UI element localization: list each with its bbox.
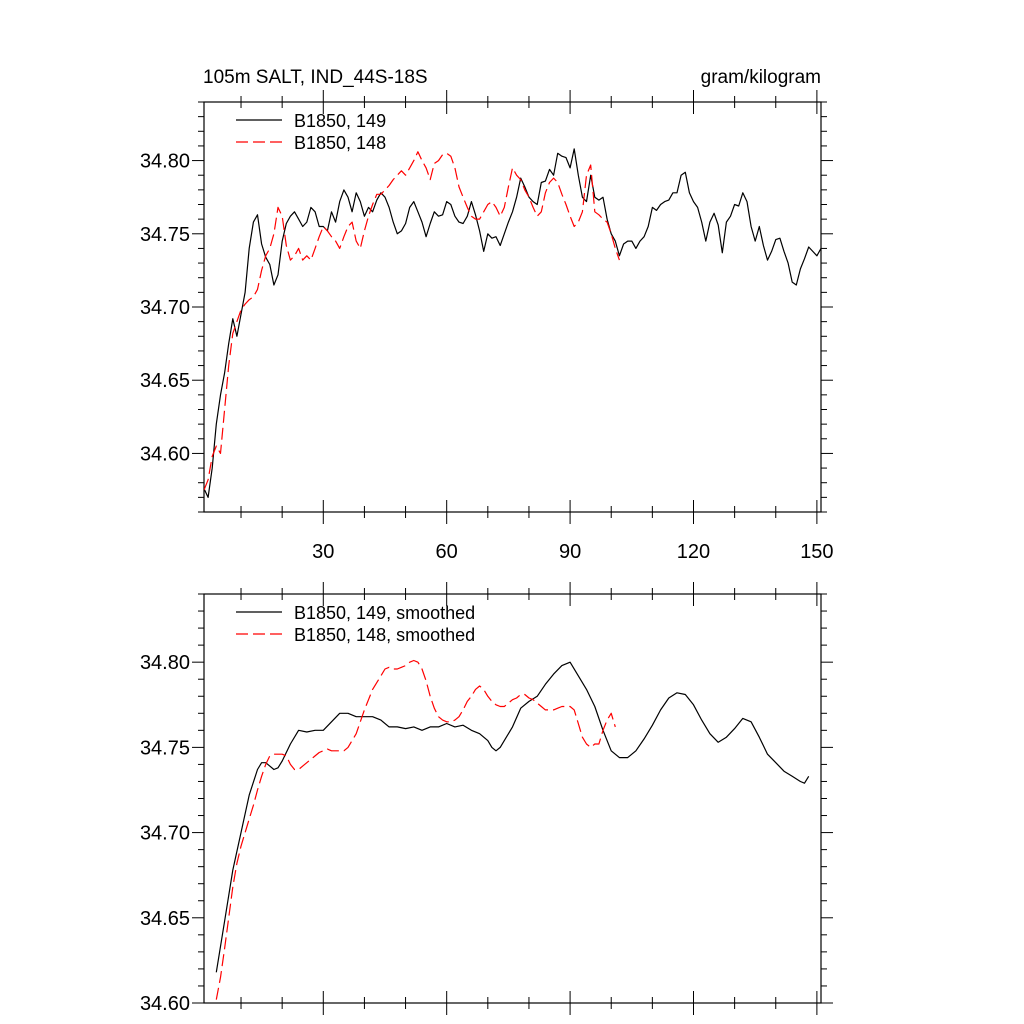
- y-tick-label: 34.60: [140, 993, 190, 1015]
- legend-label-2: B1850, 148, smoothed: [294, 625, 475, 645]
- y-tick-label: 34.75: [140, 737, 190, 759]
- y-tick-label: 34.70: [140, 297, 190, 319]
- x-tick-label: 30: [312, 541, 334, 563]
- series-line-2: [215, 659, 616, 1000]
- y-tick-label: 34.75: [140, 224, 190, 246]
- chart-title: 105m SALT, IND_44S-18S: [203, 67, 428, 88]
- legend-label-1: B1850, 149: [294, 111, 386, 131]
- y-tick-label: 34.60: [140, 443, 190, 465]
- series-line-1: [215, 661, 810, 973]
- x-tick-label: 120: [677, 541, 710, 563]
- bottom-panel: 34.60 34.65 34.70 34.75 34.80 B1850, 149, smo…: [140, 582, 833, 1015]
- top-panel: 34.60 34.65 34.70 34.75 34.80 30 60 90 120 150 B18…: [140, 90, 834, 563]
- units-label: gram/kilogram: [701, 67, 821, 88]
- series-line-1: [204, 148, 821, 498]
- x-tick-label: 90: [559, 541, 581, 563]
- y-tick-label: 34.65: [140, 908, 190, 930]
- plot-frame: [203, 101, 822, 513]
- y-tick-label: 34.80: [140, 151, 190, 173]
- legend-label-1: B1850, 149, smoothed: [294, 603, 475, 623]
- y-tick-label: 34.65: [140, 370, 190, 392]
- plot-frame: [203, 593, 822, 1004]
- y-tick-label: 34.80: [140, 652, 190, 674]
- y-tick-label: 34.70: [140, 823, 190, 845]
- x-tick-label: 150: [800, 541, 833, 563]
- series-line-2: [204, 151, 620, 491]
- x-tick-label: 60: [436, 541, 458, 563]
- legend-label-2: B1850, 148: [294, 133, 386, 153]
